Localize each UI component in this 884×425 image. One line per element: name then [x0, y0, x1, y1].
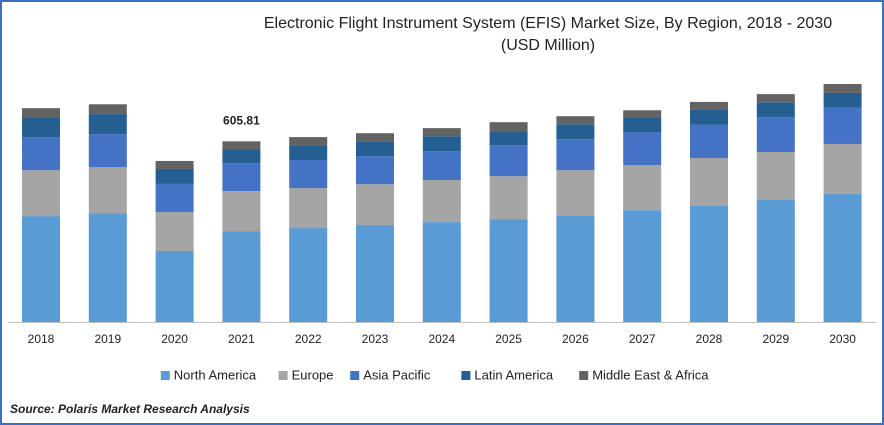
bar-segment	[422, 128, 461, 137]
legend-swatch	[160, 371, 170, 380]
x-tick-label: 2028	[696, 332, 723, 346]
legend-label: Latin America	[474, 367, 554, 382]
bar-segment	[222, 149, 261, 164]
bar-segment	[823, 143, 862, 195]
bar-segment	[22, 117, 60, 138]
bar-segment	[623, 210, 662, 322]
bar-segment	[289, 228, 328, 322]
bar-segment	[422, 222, 461, 322]
bar-segment	[422, 151, 461, 181]
x-tick-label: 2030	[829, 332, 856, 346]
bar-segment	[422, 180, 461, 223]
bar-segment	[690, 157, 728, 206]
bar-segment	[690, 101, 728, 110]
legend-swatch	[350, 371, 360, 380]
bar-segment	[155, 183, 194, 212]
bar-segment	[88, 134, 127, 168]
x-tick-label: 2018	[28, 332, 55, 346]
x-tick-label: 2022	[295, 332, 322, 346]
x-tick-label: 2021	[228, 332, 255, 346]
source: Source: Polaris Market Research Analysis	[10, 402, 250, 416]
bar-segment	[155, 211, 194, 252]
bar-segment	[823, 92, 862, 108]
chart-title: Electronic Flight Instrument System (EFI…	[264, 15, 832, 32]
legend-swatch	[278, 371, 288, 380]
bar-segment	[623, 110, 662, 118]
bar-segment	[489, 145, 528, 177]
bar-segment	[155, 251, 194, 322]
bar-segment	[756, 94, 795, 103]
bar-segment	[623, 165, 662, 211]
bar-segment	[22, 216, 60, 322]
x-tick-label: 2020	[161, 332, 188, 346]
bar-segment	[690, 109, 728, 125]
bar-segment	[556, 170, 595, 216]
bar-segment	[356, 184, 394, 226]
bar-segment	[222, 163, 261, 192]
bar-segment	[222, 231, 261, 322]
x-tick-label: 2026	[562, 332, 589, 346]
bar-segment	[88, 114, 127, 135]
legend-label: North America	[174, 367, 257, 382]
bar-segment	[756, 152, 795, 201]
bar-segment	[489, 219, 528, 322]
bar-segment	[623, 132, 662, 166]
bar-segment	[356, 225, 394, 322]
bar-segment	[356, 156, 394, 185]
bar-segment	[623, 117, 662, 133]
bar-segment	[556, 215, 595, 322]
bar-segment	[756, 200, 795, 322]
legend-label: Asia Pacific	[363, 367, 431, 382]
bar-segment	[222, 191, 261, 232]
bar-segment	[22, 170, 60, 217]
legend-label: Europe	[292, 367, 334, 382]
bar-segment	[289, 145, 328, 161]
legend-label: Middle East & Africa	[592, 367, 709, 382]
x-tick-label: 2024	[428, 332, 455, 346]
x-tick-label: 2027	[629, 332, 656, 346]
bar-segment	[556, 124, 595, 140]
bar-segment	[155, 169, 194, 184]
x-tick-label: 2029	[762, 332, 789, 346]
bar-segment	[222, 141, 261, 150]
data-label: 605.81	[223, 113, 260, 127]
bar-segment	[756, 102, 795, 118]
legend-swatch	[461, 371, 471, 380]
bar-segment	[88, 213, 127, 322]
bar-segment	[556, 116, 595, 125]
bar-segment	[289, 160, 328, 189]
bar-segment	[489, 122, 528, 132]
bar-segment	[356, 141, 394, 157]
bar-segment	[756, 117, 795, 152]
bar-segment	[690, 205, 728, 322]
bar-segment	[22, 108, 60, 118]
bar-segment	[289, 137, 328, 146]
bar-segment	[823, 194, 862, 322]
bar-segment	[489, 131, 528, 146]
chart-subtitle: (USD Million)	[501, 37, 595, 54]
bar-segment	[690, 124, 728, 158]
bar-segment	[422, 136, 461, 152]
bar-segment	[88, 104, 127, 115]
bar-segment	[22, 137, 60, 171]
bar-segment	[556, 139, 595, 171]
bar-segment	[489, 176, 528, 220]
legend-swatch	[579, 371, 589, 380]
bar-segment	[823, 84, 862, 93]
bar-segment	[356, 133, 394, 142]
x-tick-label: 2019	[94, 332, 121, 346]
bar-segment	[823, 107, 862, 144]
bar-segment	[289, 188, 328, 229]
x-tick-label: 2025	[495, 332, 522, 346]
bar-segment	[155, 160, 194, 169]
x-tick-label: 2023	[362, 332, 389, 346]
bar-segment	[88, 167, 127, 214]
